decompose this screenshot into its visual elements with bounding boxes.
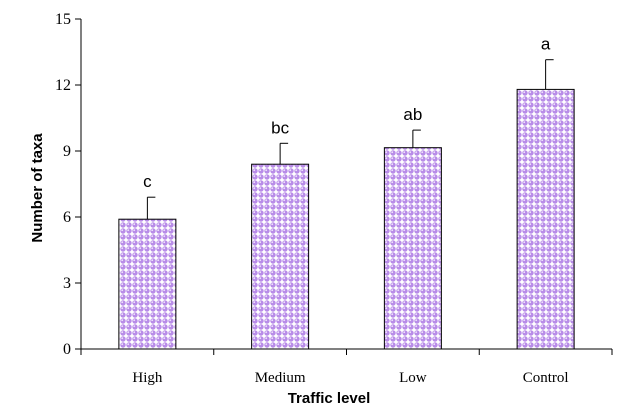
x-tick-label: High [132, 370, 163, 386]
bar-control [516, 88, 575, 350]
y-tick-label: 0 [63, 341, 71, 358]
significance-label: c [143, 172, 152, 191]
bar-low [383, 147, 442, 350]
y-tick-label: 6 [63, 209, 71, 226]
x-tick-label: Medium [255, 370, 306, 386]
y-tick-label: 9 [63, 143, 71, 160]
labels: Traffic level Number of taxa [29, 133, 370, 407]
bars: c High bc Medium ab Low a Control [118, 35, 575, 386]
y-tick-label: 15 [55, 11, 71, 28]
x-tick-label: Control [523, 370, 569, 386]
significance-label: bc [271, 118, 289, 137]
bar-high [118, 218, 177, 350]
x-tick-label: Low [399, 370, 427, 386]
significance-label: a [541, 35, 551, 54]
x-axis-title: Traffic level [288, 390, 371, 407]
y-tick-label: 12 [55, 77, 71, 94]
bar-medium [251, 163, 310, 350]
y-tick-label: 3 [63, 275, 71, 292]
y-axis-title: Number of taxa [29, 133, 46, 243]
significance-label: ab [403, 105, 422, 124]
